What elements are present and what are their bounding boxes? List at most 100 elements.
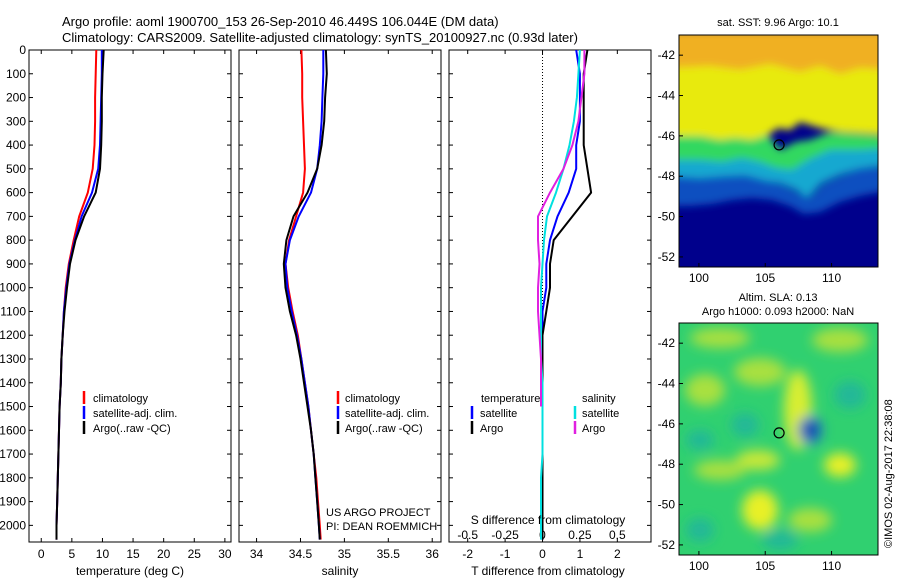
- legend-climatology: climatology: [345, 393, 401, 405]
- difference-xlabel: T difference from climatology: [471, 564, 625, 578]
- x-tick-label: 34.5: [289, 547, 313, 561]
- x-tick-label: 25: [188, 547, 202, 561]
- temperature-lines: [55, 49, 105, 540]
- series-line: [537, 50, 586, 407]
- y-tick-label: -46: [658, 417, 676, 431]
- difference-legend: temperature salinity satellite Argo sate…: [470, 393, 619, 435]
- x-tick-label: -2: [462, 547, 473, 561]
- legend-climatology: climatology: [93, 393, 149, 405]
- x-tick-label: 20: [157, 547, 171, 561]
- pi-annotation: PI: DEAN ROEMMICH: [326, 521, 437, 533]
- top-x-tick-label: -0.5: [457, 528, 478, 542]
- salinity-xlabel: salinity: [322, 564, 359, 578]
- salinity-axes-box: [238, 49, 442, 543]
- y-tick-label: 1100: [0, 304, 26, 318]
- x-tick-label: 2: [614, 547, 621, 561]
- difference-panel: -2 -1 0 1 2-0.5 -0.25 0 0.25 0.5 S difference fr…: [448, 49, 652, 578]
- y-tick-label: -44: [658, 89, 676, 103]
- y-tick-label: 900: [6, 257, 26, 271]
- x-tick-label: 0: [539, 547, 546, 561]
- top-x-tick-label: 0.25: [568, 528, 592, 542]
- project-annotation: US ARGO PROJECT: [326, 507, 431, 519]
- x-tick-label: 35.5: [377, 547, 401, 561]
- sst-map-title: sat. SST: 9.96 Argo: 10.1: [717, 17, 839, 29]
- salinity-legend: climatology satellite-adj. clim. Argo(..…: [336, 391, 429, 435]
- x-tick-label: 100: [689, 271, 709, 285]
- temperature-xlabel: temperature (deg C): [76, 564, 184, 578]
- y-tick-label: -44: [658, 377, 676, 391]
- sla-map-title-line2: Argo h1000: 0.093 h2000: NaN: [702, 306, 854, 318]
- y-tick-label: 500: [6, 162, 26, 176]
- sst-map-frame: [678, 34, 879, 268]
- legend-temp-satellite: satellite: [480, 408, 517, 420]
- sst-field: [679, 35, 878, 267]
- y-tick-label: 1700: [0, 447, 26, 461]
- y-tick-label: 400: [6, 138, 26, 152]
- y-tick-label: 800: [6, 233, 26, 247]
- legend-satellite: satellite-adj. clim.: [345, 408, 429, 420]
- y-tick-label: 300: [6, 114, 26, 128]
- y-tick-label: 1900: [0, 495, 26, 509]
- difference-lines: [537, 49, 593, 540]
- y-tick-label: 1800: [0, 471, 26, 485]
- top-x-tick-label: 0.5: [609, 528, 626, 542]
- series-line: [282, 49, 328, 540]
- x-tick-label: 105: [755, 559, 775, 573]
- sla-map-panel: Altim. SLA: 0.13 Argo h1000: 0.093 h2000…: [658, 292, 879, 573]
- y-tick-label: 1300: [0, 352, 26, 366]
- y-tick-label: 1400: [0, 376, 26, 390]
- y-tick-label: 700: [6, 209, 26, 223]
- legend-sal-argo: Argo: [582, 423, 605, 435]
- y-tick-label: 0: [19, 43, 26, 57]
- y-tick-label: -50: [658, 210, 676, 224]
- x-tick-label: -1: [500, 547, 511, 561]
- title-line2: Climatology: CARS2009. Satellite-adjuste…: [62, 30, 578, 45]
- sla-field: [679, 323, 878, 555]
- title-line1: Argo profile: aoml 1900700_153 26-Sep-20…: [62, 14, 499, 29]
- x-tick-label: 15: [126, 547, 140, 561]
- x-tick-label: 1: [577, 547, 584, 561]
- y-tick-label: -46: [658, 129, 676, 143]
- y-tick-label: 200: [6, 91, 26, 105]
- sla-map-frame: [678, 322, 879, 556]
- argo-location-marker: [773, 139, 785, 151]
- x-tick-label: 105: [755, 271, 775, 285]
- y-tick-label: 1200: [0, 328, 26, 342]
- salinity-ticks: 34 34.5 35 35.5 36: [239, 49, 441, 561]
- series-line: [55, 49, 105, 540]
- legend-satellite: satellite-adj. clim.: [93, 408, 177, 420]
- x-tick-label: 30: [218, 547, 232, 561]
- legend-argo: Argo(..raw -QC): [345, 423, 423, 435]
- y-tick-label: -52: [658, 538, 676, 552]
- sst-map-ticks: 100 105 110 -42 -44 -46 -48 -50 -52: [658, 48, 842, 285]
- legend-temperature-heading: temperature: [481, 393, 540, 405]
- y-tick-label: -42: [658, 48, 676, 62]
- y-tick-label: 1000: [0, 281, 26, 295]
- y-tick-label: 600: [6, 186, 26, 200]
- legend-argo: Argo(..raw -QC): [93, 423, 171, 435]
- y-tick-label: 100: [6, 67, 26, 81]
- x-tick-label: 34: [250, 547, 264, 561]
- top-x-tick-label: -0.25: [491, 528, 519, 542]
- argo-location-marker: [773, 427, 785, 439]
- y-tick-label: -50: [658, 498, 676, 512]
- x-tick-label: 10: [96, 547, 110, 561]
- y-tick-label: 2000: [0, 518, 26, 532]
- legend-salinity-heading: salinity: [582, 393, 616, 405]
- x-tick-label: 100: [689, 559, 709, 573]
- salinity-panel: 34 34.5 35 35.5 36 salinity climatology sate…: [238, 49, 442, 578]
- y-tick-label: 1600: [0, 423, 26, 437]
- x-tick-label: 110: [822, 559, 841, 573]
- sst-map-panel: sat. SST: 9.96 Argo: 10.1 100 105 110 -42 -4…: [658, 17, 879, 285]
- temperature-panel: 0 100 200 300 400 500 600 700 800 900 1000 1100 1200…: [0, 43, 232, 578]
- credit-text: ©IMOS 02-Aug-2017 22:38:08: [883, 399, 895, 548]
- sla-map-title-line1: Altim. SLA: 0.13: [739, 292, 818, 304]
- temperature-axes-box: [28, 49, 232, 543]
- x-tick-label: 35: [338, 547, 352, 561]
- temperature-legend: climatology satellite-adj. clim. Argo(..…: [82, 391, 177, 435]
- series-line: [540, 49, 581, 540]
- y-tick-label: -52: [658, 250, 676, 264]
- salinity-lines: [282, 49, 328, 540]
- legend-sal-satellite: satellite: [582, 408, 619, 420]
